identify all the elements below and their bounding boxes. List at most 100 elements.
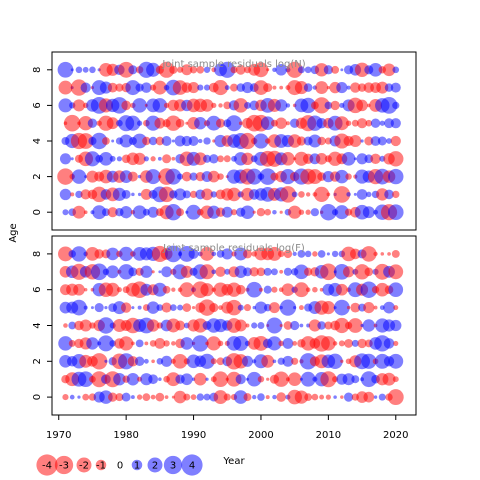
residual-bubble: [351, 375, 360, 384]
residual-bubble: [325, 394, 331, 400]
residual-bubble: [326, 86, 330, 90]
residual-bubble: [209, 303, 219, 313]
residual-bubble: [317, 321, 326, 330]
residual-bubble: [116, 287, 122, 293]
residual-bubble: [380, 97, 398, 114]
residual-bubble: [164, 395, 169, 399]
residual-bubble: [198, 299, 216, 316]
residual-bubble: [300, 97, 316, 114]
panel-2: Joint sample residuals log(F) 0 2 4 6 8: [32, 235, 417, 416]
residual-bubble: [388, 264, 404, 280]
residual-bubble: [271, 268, 278, 276]
residual-bubble: [272, 394, 277, 400]
residual-bubble: [266, 68, 270, 72]
residual-bubble: [365, 119, 373, 127]
residual-bubble: [198, 138, 203, 144]
residual-bubble: [173, 390, 187, 404]
residual-bubble: [308, 134, 322, 148]
residual-bubble: [241, 82, 254, 94]
residual-bubble: [393, 340, 399, 346]
residual-bubble: [298, 209, 305, 215]
residual-bubble: [345, 173, 352, 180]
residual-bubble: [181, 171, 192, 182]
residual-bubble: [298, 191, 305, 198]
residual-bubble: [83, 210, 88, 215]
residual-bubble: [390, 118, 401, 129]
residual-bubble: [377, 136, 387, 146]
residual-bubble: [158, 186, 175, 203]
residual-bubble: [161, 355, 173, 367]
residual-bubble: [252, 394, 257, 400]
legend-label: -4: [42, 461, 52, 472]
residual-bubble: [154, 338, 166, 349]
residual-bubble: [283, 321, 293, 330]
residual-bubble: [58, 336, 73, 351]
x-axis-title: Year: [222, 456, 245, 467]
legend-bubble: [147, 457, 163, 473]
residual-bubble: [235, 284, 246, 295]
residual-bubble: [256, 207, 266, 217]
residual-bubble: [305, 192, 311, 197]
residual-bubble: [205, 377, 209, 381]
x-tick-label: 1990: [181, 430, 206, 441]
residual-bubble: [125, 80, 141, 96]
residual-bubble: [206, 336, 221, 351]
residual-bubble: [151, 359, 155, 364]
y-tick-label: 0: [32, 394, 43, 400]
residual-bubble: [148, 374, 158, 385]
residual-bubble: [113, 372, 126, 386]
residual-bubble: [238, 121, 243, 126]
residual-bubble: [313, 186, 330, 203]
residual-bubble: [85, 247, 100, 261]
residual-bubble: [282, 355, 294, 367]
residual-bubble: [305, 287, 311, 293]
residual-bubble: [121, 392, 131, 402]
residual-bubble: [308, 319, 321, 332]
residual-bubble: [392, 376, 399, 383]
residual-bubble: [258, 287, 263, 292]
residual-bubble: [260, 116, 275, 130]
residual-bubble: [106, 117, 119, 130]
residual-bubble: [279, 186, 297, 203]
residual-bubble: [331, 250, 339, 258]
residual-bubble: [189, 172, 198, 181]
residual-bubble: [320, 371, 337, 388]
residual-bubble: [279, 323, 283, 328]
residual-bubble: [244, 101, 251, 109]
residual-bubble: [294, 264, 309, 280]
residual-bubble: [272, 85, 277, 90]
residual-bubble: [127, 171, 138, 182]
residual-bubble: [286, 61, 303, 78]
residual-bubble: [182, 190, 191, 199]
residual-bubble: [357, 338, 367, 349]
residual-bubble: [291, 191, 298, 198]
residual-bubble: [320, 203, 337, 221]
residual-bubble: [351, 339, 359, 347]
residual-bubble: [388, 168, 404, 185]
residual-bubble: [131, 341, 135, 346]
residual-bubble: [221, 248, 233, 260]
residual-bubble: [211, 251, 217, 257]
residual-bubble: [94, 303, 104, 313]
residual-bubble: [210, 191, 217, 198]
residual-bubble: [89, 66, 96, 74]
residual-bubble: [285, 121, 290, 126]
legend-label: -2: [79, 461, 89, 472]
residual-bubble: [240, 205, 255, 219]
residual-bubble: [118, 264, 134, 280]
legend-label: 1: [134, 461, 140, 472]
residual-bubble: [58, 80, 73, 95]
residual-bubble: [362, 319, 376, 332]
y-tick-label: 4: [32, 138, 43, 144]
residual-bubble: [87, 118, 98, 128]
residual-bubble: [169, 65, 178, 74]
residual-bubble: [249, 267, 259, 277]
residual-bubble: [243, 393, 252, 402]
residual-bubble: [189, 190, 198, 199]
residual-bubble: [63, 323, 68, 328]
residual-bubble: [148, 136, 158, 146]
residual-bubble: [253, 133, 269, 149]
residual-bubble: [136, 120, 143, 126]
residual-bubble: [237, 304, 244, 311]
residual-bubble: [268, 302, 280, 314]
